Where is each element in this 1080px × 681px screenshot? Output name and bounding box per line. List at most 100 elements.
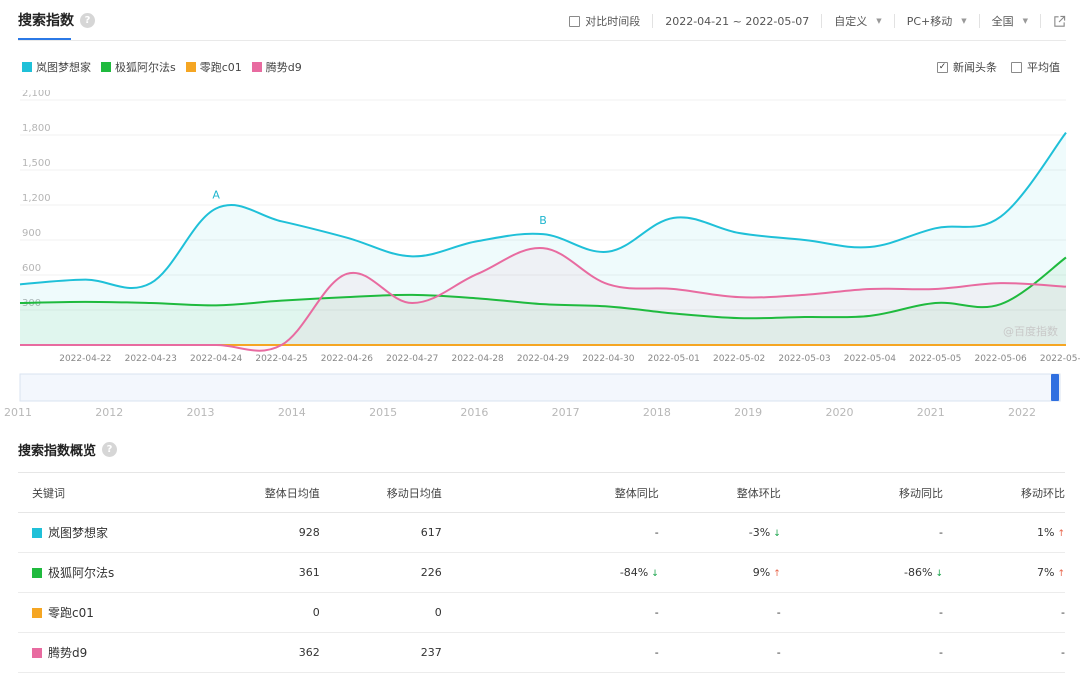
series-area: [20, 257, 1066, 345]
column-header: 移动环比: [943, 472, 1065, 513]
legend-item[interactable]: 零跑c01: [185, 59, 242, 75]
timeline-year-label: 2013: [187, 406, 215, 419]
average-toggle[interactable]: 平均值: [1011, 59, 1060, 75]
mobile-mom-value: 1%: [1037, 526, 1055, 539]
mobile-yoy-value: -: [939, 606, 943, 619]
search-index-chart[interactable]: 2,1001,8001,5001,200900600300AB@百度指数2022…: [0, 90, 1080, 420]
chart-legend: 岚图梦想家 极狐阿尔法s 零跑c01 腾势d9: [22, 59, 302, 75]
active-tab-indicator: [18, 38, 71, 40]
x-tick-label: 2022-04-28: [451, 354, 504, 364]
timeline-year-label: 2017: [552, 406, 580, 419]
timeline-year-label: 2014: [278, 406, 306, 419]
table-row: 岚图梦想家 928 617- -3% ↓ -1% ↑: [18, 512, 1065, 553]
overall-mom-value: -: [776, 646, 781, 659]
legend-label: 零跑c01: [199, 61, 242, 74]
annotation-label: B: [539, 214, 547, 227]
timeline-year-label: 2020: [825, 406, 853, 419]
series-area: [20, 248, 1066, 351]
export-icon: [1054, 15, 1066, 27]
x-tick-label: 2022-05-01: [648, 354, 700, 364]
legend-item[interactable]: 极狐阿尔法s: [101, 59, 176, 75]
timeline-year-label: 2016: [460, 406, 488, 419]
legend-item[interactable]: 腾势d9: [251, 59, 302, 75]
value-cell: -: [780, 512, 943, 553]
legend-swatch: [22, 62, 32, 72]
average-checkbox[interactable]: [1011, 61, 1022, 73]
news-label: 新闻头条: [953, 61, 997, 74]
mobile-mom-value: 7%: [1037, 566, 1055, 579]
average-label: 平均值: [1027, 61, 1060, 74]
column-header: 移动日均值: [319, 472, 442, 513]
value-cell: 361: [224, 552, 320, 593]
value-cell: -86% ↓: [780, 552, 943, 593]
value-cell: 0: [224, 592, 320, 633]
x-tick-label: 2022-05-06: [974, 354, 1027, 364]
column-header: 整体日均值: [224, 472, 320, 513]
x-tick-label: 2022-04-30: [582, 354, 635, 364]
table-row: 零跑c01 0 0 - - - -: [18, 592, 1065, 633]
timeline-year-label: 2019: [734, 406, 762, 419]
mobile-yoy-value: -: [939, 526, 943, 539]
device-select[interactable]: PC+移动 ▼: [893, 14, 979, 28]
value-cell: 617: [319, 512, 442, 553]
legend-swatch: [185, 62, 196, 72]
timeline-year-label: 2021: [917, 406, 945, 419]
y-tick-label: 1,800: [22, 123, 51, 134]
legend-label: 极狐阿尔法s: [115, 61, 176, 74]
value-cell: -: [658, 592, 781, 633]
value-cell: 928: [224, 512, 320, 553]
keyword-label: 岚图梦想家: [48, 526, 109, 540]
mobile-mom-value: -: [1061, 646, 1065, 659]
value-cell: 0: [319, 592, 442, 633]
x-tick-label: 2022-04-27: [386, 354, 438, 364]
value-cell: 1% ↑: [943, 512, 1065, 553]
value-cell: -3% ↓: [658, 512, 781, 553]
date-range-picker[interactable]: 2022-04-21 ~ 2022-05-07: [652, 14, 821, 28]
keyword-swatch: [32, 527, 42, 538]
legend-swatch: [251, 62, 262, 72]
y-tick-label: 1,500: [22, 158, 51, 169]
timeline-handle[interactable]: [1051, 374, 1059, 401]
range-type-select[interactable]: 自定义 ▼: [821, 14, 893, 28]
mobile-yoy-value: -: [939, 646, 943, 659]
arrow-down-icon: ↓: [935, 569, 943, 579]
device-value: PC+移动: [906, 15, 953, 28]
value-cell: -: [441, 592, 659, 633]
x-tick-label: 2022-05-04: [844, 354, 897, 364]
overall-yoy-value: -84%: [619, 566, 649, 579]
tab-search-index[interactable]: 搜索指数 ?: [18, 10, 95, 30]
toolbar: 对比时间段 2022-04-21 ~ 2022-05-07 自定义 ▼ PC+移…: [557, 13, 1066, 29]
value-cell: -: [943, 592, 1065, 633]
news-toggle[interactable]: ✓ 新闻头条: [937, 59, 997, 75]
annotation-label: A: [212, 189, 220, 202]
overall-mom-value: -3%: [748, 526, 771, 539]
x-tick-label: 2022-05-07: [1040, 354, 1080, 364]
legend-label: 腾势d9: [265, 61, 302, 74]
overall-yoy-value: -: [654, 606, 659, 619]
timeline-year-label: 2022: [1008, 406, 1036, 419]
compare-period-checkbox[interactable]: [569, 15, 581, 27]
series-line: [20, 247, 1067, 352]
arrow-up-icon: ↑: [773, 569, 781, 579]
news-checkbox[interactable]: ✓: [937, 61, 948, 73]
value-cell: -: [943, 632, 1065, 673]
series-line: [19, 256, 1067, 320]
chart-toggles: ✓ 新闻头条 平均值: [937, 59, 1060, 75]
region-select[interactable]: 全国 ▼: [978, 14, 1040, 28]
help-icon[interactable]: ?: [80, 12, 95, 28]
x-tick-label: 2022-05-03: [778, 354, 830, 364]
range-type-value: 自定义: [834, 15, 868, 28]
keyword-cell: 岚图梦想家: [18, 512, 225, 553]
help-icon[interactable]: ?: [102, 442, 118, 457]
legend-item[interactable]: 岚图梦想家: [22, 59, 91, 75]
timeline-year-label: 2018: [643, 406, 671, 419]
compare-period-label: 对比时间段: [585, 15, 641, 28]
y-tick-label: 2,100: [22, 90, 51, 99]
legend-swatch: [101, 62, 111, 72]
export-button[interactable]: [1040, 14, 1066, 28]
table-row: 极狐阿尔法s 361 226 -84% ↓ 9% ↑ -86% ↓ 7% ↑: [18, 552, 1065, 593]
compare-period-toggle[interactable]: 对比时间段: [557, 14, 652, 28]
column-header: 整体同比: [441, 472, 659, 513]
keyword-label: 腾势d9: [48, 646, 88, 660]
value-cell: -: [658, 632, 781, 673]
